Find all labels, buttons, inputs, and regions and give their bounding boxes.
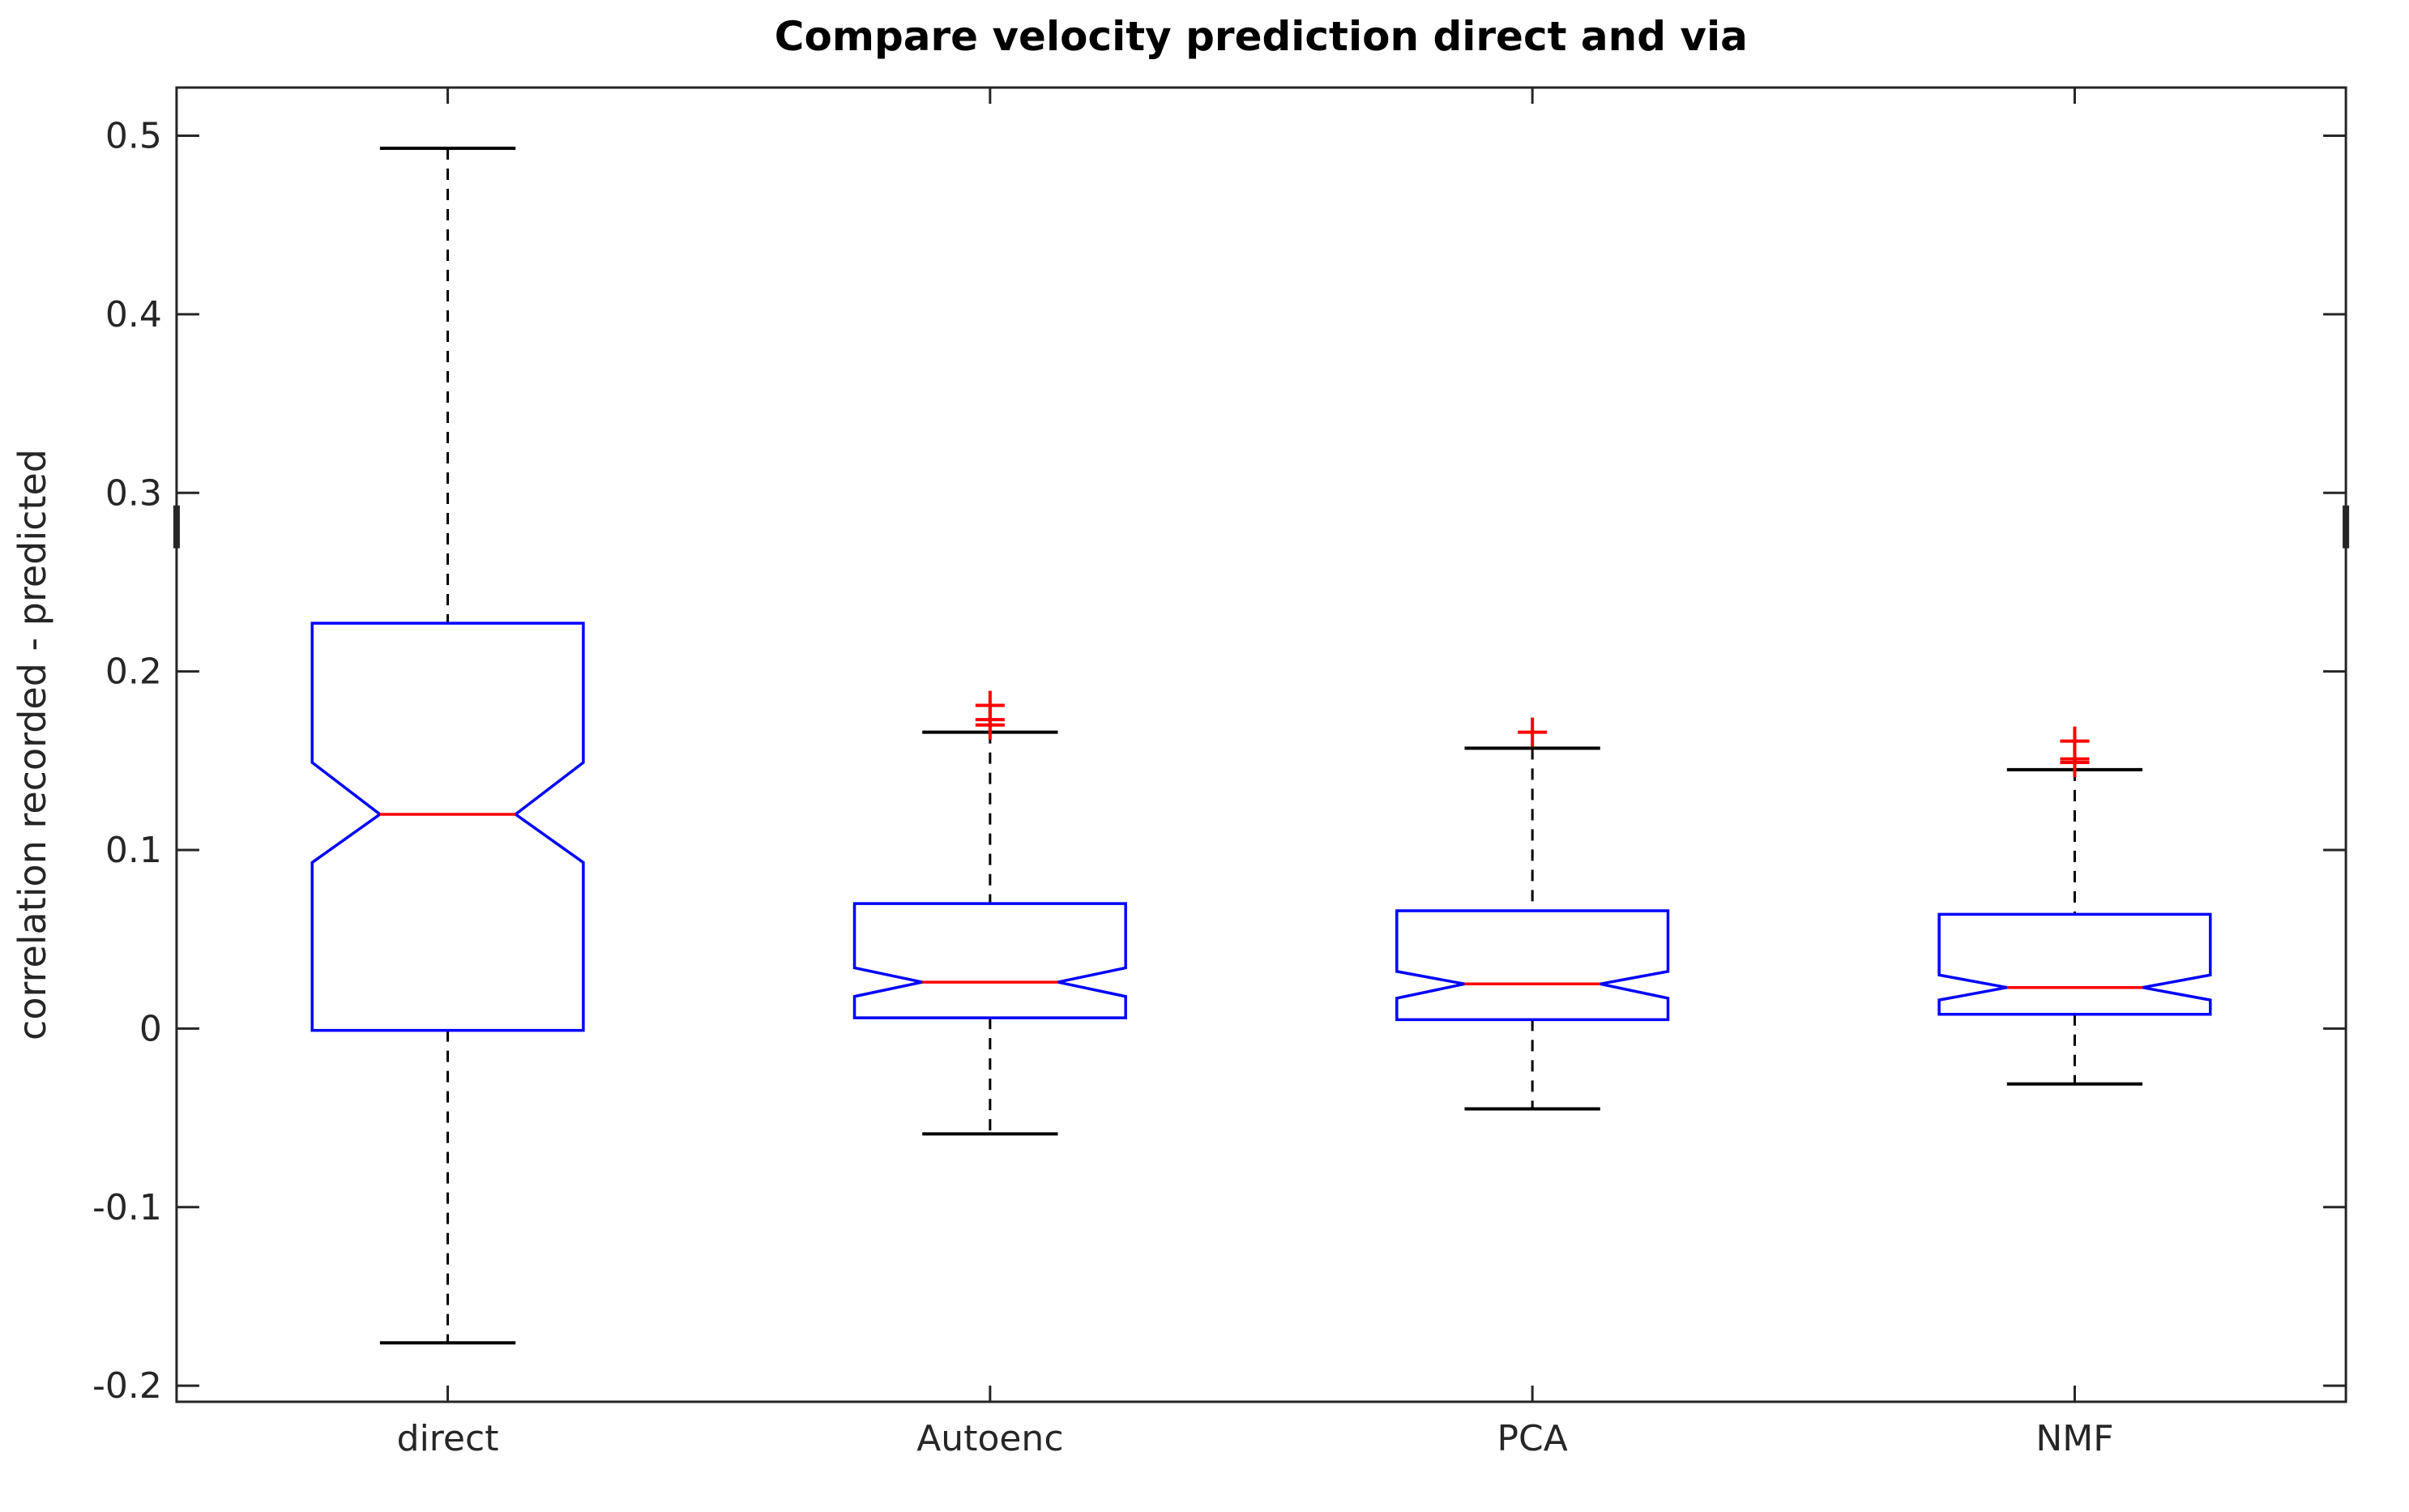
y-axis-label: correlation recorded - predicted — [11, 449, 54, 1040]
axes-frame — [175, 86, 2347, 1403]
y-tick-label: 0.1 — [105, 830, 162, 871]
box-NMF — [1937, 912, 2212, 1016]
x-category-label: direct — [397, 1418, 499, 1459]
x-category-label: NMF — [2035, 1418, 2113, 1459]
y-tick-label: 0 — [139, 1008, 162, 1049]
y-tick-label: -0.1 — [92, 1187, 162, 1228]
y-tick-label: 0.2 — [105, 651, 162, 693]
y-tick-label: -0.2 — [92, 1365, 162, 1407]
box-Autoenc — [852, 902, 1127, 1019]
chart-title: Compare velocity prediction direct and v… — [774, 13, 1748, 60]
box-direct — [310, 621, 585, 1032]
y-tick-label: 0.3 — [105, 472, 162, 514]
y-tick-label: 0.4 — [105, 294, 162, 335]
x-category-label: Autoenc — [916, 1418, 1063, 1459]
box-PCA — [1395, 909, 1670, 1022]
x-category-label: PCA — [1497, 1418, 1567, 1459]
y-tick-label: 0.5 — [105, 116, 162, 157]
